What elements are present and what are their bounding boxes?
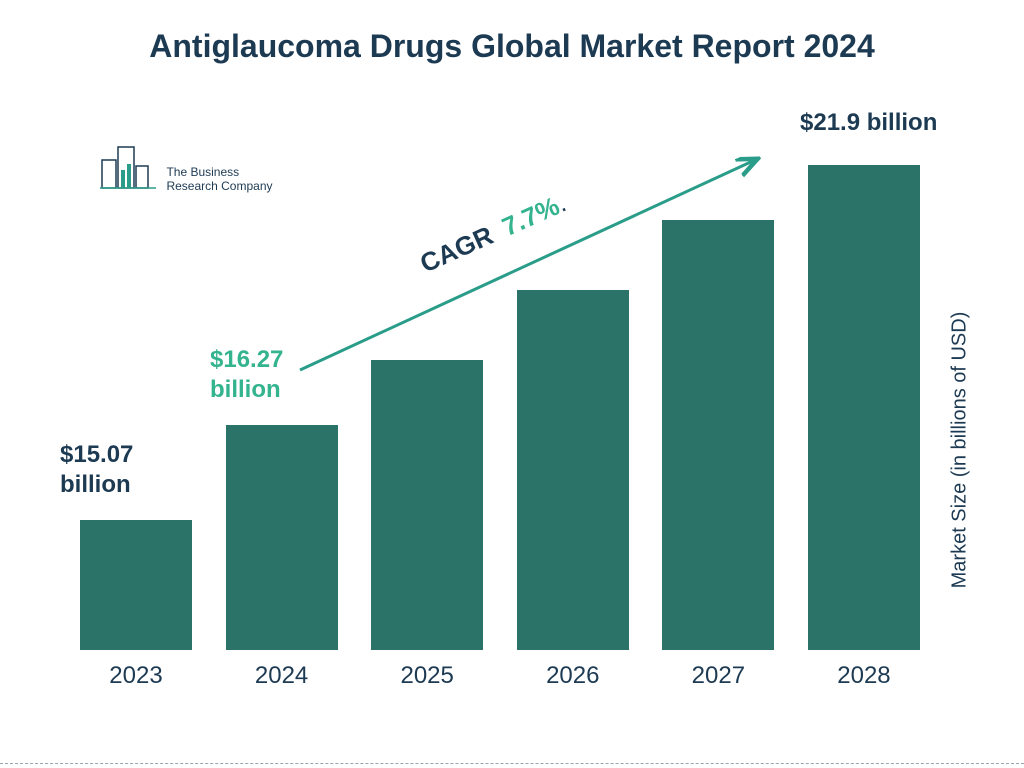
x-axis-label: 2026 xyxy=(517,662,629,690)
bar-wrap xyxy=(226,425,338,650)
bar xyxy=(662,220,774,650)
x-axis-label: 2024 xyxy=(226,662,338,690)
bar xyxy=(80,520,192,650)
x-axis-label: 2025 xyxy=(371,662,483,690)
bar xyxy=(226,425,338,650)
bar-wrap xyxy=(517,290,629,650)
bar xyxy=(808,165,920,650)
chart-title: Antiglaucoma Drugs Global Market Report … xyxy=(0,28,1024,65)
bar-wrap xyxy=(80,520,192,650)
x-axis-labels: 2023 2024 2025 2026 2027 2028 xyxy=(80,662,920,690)
bar xyxy=(517,290,629,650)
bars-container xyxy=(80,130,920,650)
bar xyxy=(371,360,483,650)
bar-wrap xyxy=(371,360,483,650)
bottom-dashed-border xyxy=(0,763,1024,764)
bar-wrap xyxy=(662,220,774,650)
callout-2028: $21.9 billion xyxy=(800,108,937,138)
callout-2023: $15.07 billion xyxy=(60,440,133,500)
x-axis-label: 2028 xyxy=(808,662,920,690)
callout-2024-unit: billion xyxy=(210,375,283,405)
callout-2024-value: $16.27 xyxy=(210,345,283,375)
bar-wrap xyxy=(808,165,920,650)
callout-2023-value: $15.07 xyxy=(60,440,133,470)
callout-2024: $16.27 billion xyxy=(210,345,283,405)
y-axis-label: Market Size (in billions of USD) xyxy=(949,312,972,589)
callout-2023-unit: billion xyxy=(60,470,133,500)
x-axis-label: 2023 xyxy=(80,662,192,690)
x-axis-label: 2027 xyxy=(662,662,774,690)
